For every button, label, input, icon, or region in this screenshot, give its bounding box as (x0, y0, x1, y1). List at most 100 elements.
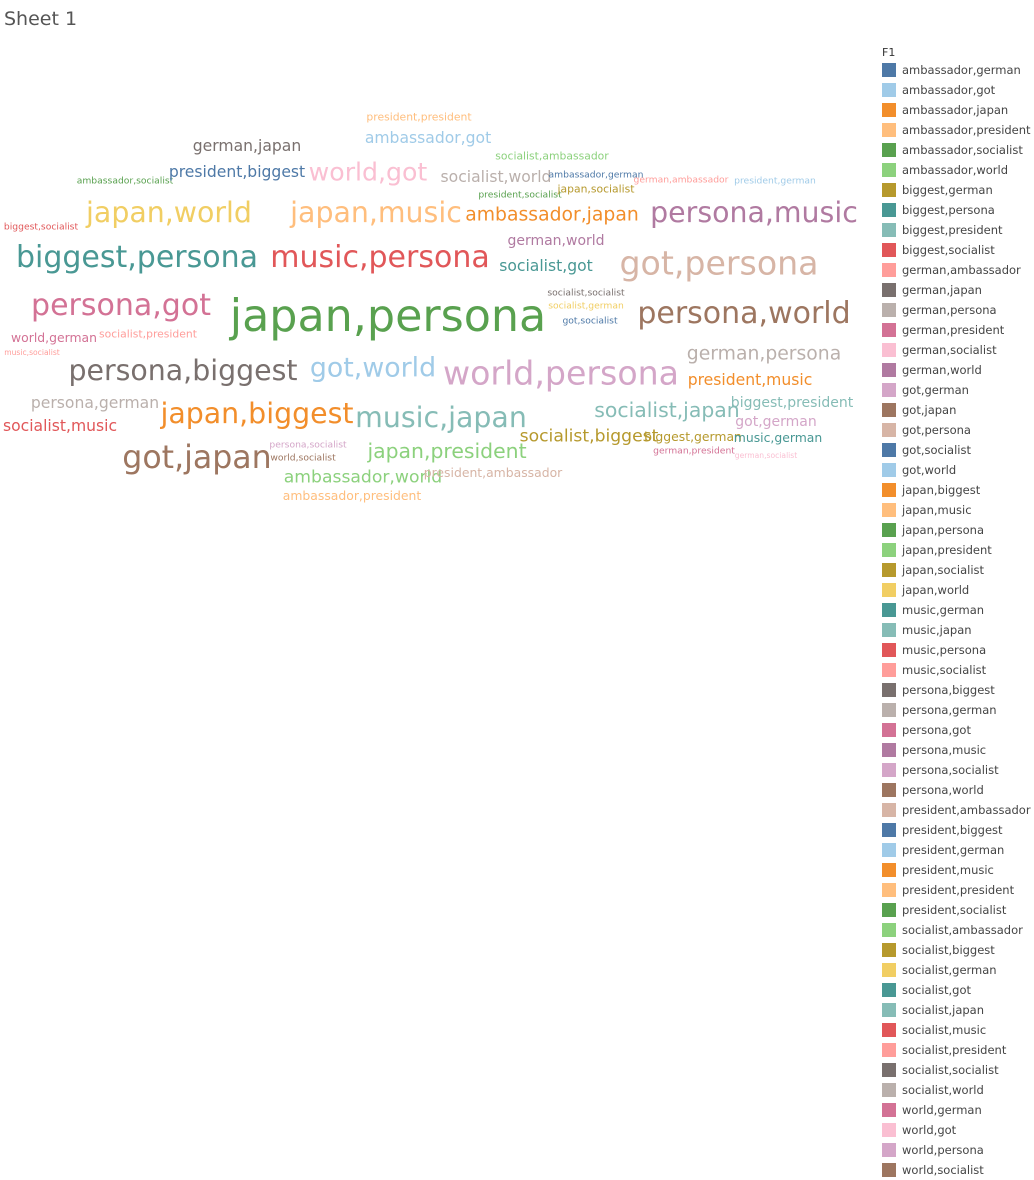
legend-item[interactable]: world,persona (882, 1140, 1032, 1160)
word-mark[interactable]: president,german (734, 175, 816, 187)
legend-item[interactable]: biggest,german (882, 180, 1032, 200)
legend-item[interactable]: german,ambassador (882, 260, 1032, 280)
word-mark[interactable]: socialist,german (548, 300, 624, 312)
word-mark[interactable]: got,persona (619, 243, 819, 283)
legend-item[interactable]: german,president (882, 320, 1032, 340)
word-mark[interactable]: socialist,world (440, 168, 552, 187)
word-mark[interactable]: persona,german (30, 394, 160, 413)
legend-item[interactable]: music,persona (882, 640, 1032, 660)
legend-item[interactable]: socialist,socialist (882, 1060, 1032, 1080)
legend-item[interactable]: persona,german (882, 700, 1032, 720)
legend-item[interactable]: persona,socialist (882, 760, 1032, 780)
word-mark[interactable]: ambassador,president (282, 487, 422, 503)
legend-item[interactable]: president,music (882, 860, 1032, 880)
word-mark[interactable]: music,socialist (4, 348, 60, 358)
word-mark[interactable]: got,socialist (562, 315, 618, 327)
legend-item[interactable]: german,world (882, 360, 1032, 380)
word-mark[interactable]: persona,got (31, 288, 211, 323)
word-mark[interactable]: german,world (507, 233, 605, 249)
legend-item[interactable]: music,socialist (882, 660, 1032, 680)
legend-item[interactable]: world,got (882, 1120, 1032, 1140)
word-mark[interactable]: got,world (309, 352, 437, 384)
word-mark[interactable]: music,german (733, 429, 823, 445)
legend-item[interactable]: got,persona (882, 420, 1032, 440)
legend-item[interactable]: got,world (882, 460, 1032, 480)
word-mark[interactable]: japan,world (86, 195, 252, 229)
word-mark[interactable]: ambassador,german (548, 169, 644, 181)
legend-item[interactable]: german,persona (882, 300, 1032, 320)
legend-item[interactable]: ambassador,japan (882, 100, 1032, 120)
legend-item[interactable]: persona,music (882, 740, 1032, 760)
word-mark[interactable]: japan,socialist (557, 182, 635, 196)
legend-item[interactable]: world,socialist (882, 1160, 1032, 1180)
word-mark[interactable]: president,music (687, 371, 813, 390)
word-mark[interactable]: japan,music (290, 195, 462, 229)
word-mark[interactable]: socialist,music (2, 417, 118, 436)
legend-item[interactable]: socialist,music (882, 1020, 1032, 1040)
word-mark[interactable]: persona,world (637, 296, 851, 331)
legend-item[interactable]: socialist,world (882, 1080, 1032, 1100)
legend-item[interactable]: socialist,german (882, 960, 1032, 980)
word-mark[interactable]: biggest,german (644, 428, 742, 444)
word-mark[interactable]: german,persona (686, 343, 842, 365)
legend-item[interactable]: president,biggest (882, 820, 1032, 840)
legend-item[interactable]: world,german (882, 1100, 1032, 1120)
word-mark[interactable]: german,socialist (734, 451, 798, 461)
word-mark[interactable]: biggest,socialist (3, 221, 79, 233)
legend-item[interactable]: socialist,japan (882, 1000, 1032, 1020)
legend-item[interactable]: japan,socialist (882, 560, 1032, 580)
legend-item[interactable]: president,german (882, 840, 1032, 860)
word-mark[interactable]: german,ambassador (633, 174, 729, 186)
legend-item[interactable]: music,japan (882, 620, 1032, 640)
legend-item[interactable]: socialist,biggest (882, 940, 1032, 960)
word-mark[interactable]: japan,biggest (160, 396, 354, 430)
word-mark[interactable]: japan,persona (229, 290, 547, 342)
word-mark[interactable]: socialist,ambassador (495, 149, 609, 163)
legend-item[interactable]: music,german (882, 600, 1032, 620)
word-mark[interactable]: socialist,got (499, 257, 593, 276)
legend-item[interactable]: biggest,socialist (882, 240, 1032, 260)
legend-item[interactable]: persona,got (882, 720, 1032, 740)
legend-item[interactable]: german,socialist (882, 340, 1032, 360)
word-mark[interactable]: persona,biggest (68, 353, 298, 387)
legend-item[interactable]: japan,president (882, 540, 1032, 560)
legend-item[interactable]: socialist,president (882, 1040, 1032, 1060)
legend-item[interactable]: biggest,president (882, 220, 1032, 240)
word-mark[interactable]: president,socialist (478, 189, 562, 201)
word-mark[interactable]: japan,president (367, 438, 527, 463)
word-mark[interactable]: music,persona (270, 240, 490, 275)
word-mark[interactable]: got,japan (122, 440, 272, 477)
word-mark[interactable]: socialist,biggest (519, 426, 659, 447)
legend-item[interactable]: japan,persona (882, 520, 1032, 540)
legend-item[interactable]: persona,biggest (882, 680, 1032, 700)
legend-item[interactable]: ambassador,president (882, 120, 1032, 140)
word-mark[interactable]: world,persona (442, 353, 680, 393)
legend-item[interactable]: got,socialist (882, 440, 1032, 460)
word-mark[interactable]: got,german (735, 414, 817, 430)
legend-item[interactable]: japan,music (882, 500, 1032, 520)
legend-item[interactable]: president,president (882, 880, 1032, 900)
legend-item[interactable]: ambassador,german (882, 60, 1032, 80)
word-mark[interactable]: persona,socialist (269, 439, 347, 451)
legend-item[interactable]: socialist,got (882, 980, 1032, 1000)
word-mark[interactable]: biggest,president (730, 395, 854, 411)
legend-item[interactable]: ambassador,world (882, 160, 1032, 180)
legend-item[interactable]: ambassador,got (882, 80, 1032, 100)
word-mark[interactable]: world,got (308, 157, 428, 187)
legend-item[interactable]: german,japan (882, 280, 1032, 300)
word-mark[interactable]: german,japan (192, 137, 302, 156)
legend-item[interactable]: persona,world (882, 780, 1032, 800)
word-mark[interactable]: ambassador,world (283, 467, 443, 488)
word-mark[interactable]: world,german (11, 329, 97, 345)
legend-item[interactable]: president,ambassador (882, 800, 1032, 820)
word-mark[interactable]: president,biggest (168, 163, 306, 182)
word-mark[interactable]: world,socialist (270, 452, 336, 464)
word-mark[interactable]: biggest,persona (15, 240, 259, 275)
word-mark[interactable]: german,president (653, 445, 735, 457)
word-mark[interactable]: socialist,socialist (547, 287, 625, 299)
legend-item[interactable]: ambassador,socialist (882, 140, 1032, 160)
word-mark[interactable]: socialist,japan (594, 397, 740, 422)
legend-item[interactable]: socialist,ambassador (882, 920, 1032, 940)
legend-item[interactable]: japan,world (882, 580, 1032, 600)
legend-item[interactable]: president,socialist (882, 900, 1032, 920)
